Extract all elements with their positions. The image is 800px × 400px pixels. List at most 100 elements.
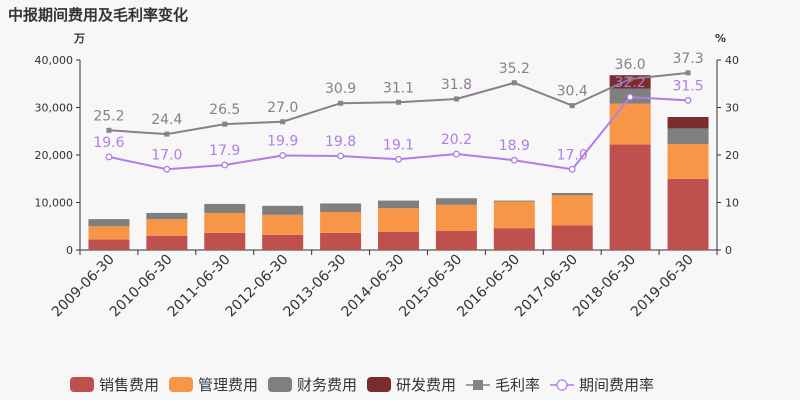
data-label-毛利率: 31.1 <box>383 80 414 96</box>
bar-销售费用 <box>551 225 593 250</box>
data-label-期间费用率: 20.2 <box>441 132 472 148</box>
bar-管理费用 <box>146 219 188 236</box>
bar-财务费用 <box>262 205 304 215</box>
right-tick-label: 40 <box>725 54 739 67</box>
point-期间费用率 <box>452 150 460 158</box>
legend-swatch <box>367 377 391 392</box>
legend-label: 毛利率 <box>495 376 540 394</box>
legend: 销售费用 管理费用 财务费用 研发费用 毛利率 期间费用率 <box>70 376 654 394</box>
left-tick-label: 0 <box>66 244 73 257</box>
right-tick-label: 0 <box>725 244 732 257</box>
data-label-毛利率: 36.0 <box>615 57 646 73</box>
data-label-毛利率: 30.4 <box>557 84 588 100</box>
data-label-毛利率: 24.4 <box>151 112 182 128</box>
bar-管理费用 <box>378 208 419 232</box>
point-期间费用率 <box>337 152 345 160</box>
point-毛利率 <box>280 119 286 125</box>
legend-marker <box>556 379 568 391</box>
data-label-期间费用率: 19.6 <box>93 135 124 151</box>
bar-财务费用 <box>320 203 362 212</box>
data-label-期间费用率: 19.9 <box>267 133 298 149</box>
legend-swatch <box>268 377 292 392</box>
bar-财务费用 <box>493 200 535 202</box>
bar-管理费用 <box>435 204 477 231</box>
left-tick-label: 20,000 <box>35 149 74 162</box>
bar-管理费用 <box>88 226 130 240</box>
bar-财务费用 <box>88 219 130 227</box>
legend-swatch <box>169 377 193 392</box>
left-unit-label: 万 <box>73 32 85 45</box>
bar-财务费用 <box>551 193 593 196</box>
bar-管理费用 <box>493 201 535 229</box>
legend-label: 研发费用 <box>396 376 456 394</box>
point-毛利率 <box>511 80 517 86</box>
data-label-期间费用率: 17.0 <box>557 147 588 163</box>
right-unit-label: % <box>715 32 726 45</box>
bar-财务费用 <box>146 212 188 220</box>
bar-销售费用 <box>262 234 304 250</box>
point-毛利率 <box>106 127 112 133</box>
x-tick-label: 2019-06-30 <box>628 252 697 321</box>
bar-管理费用 <box>609 103 651 145</box>
bar-管理费用 <box>204 212 246 233</box>
point-毛利率 <box>396 99 401 105</box>
data-label-期间费用率: 19.8 <box>325 134 356 150</box>
point-毛利率 <box>164 131 170 137</box>
point-期间费用率 <box>626 93 634 101</box>
bar-管理费用 <box>262 214 304 235</box>
data-label-期间费用率: 32.2 <box>615 75 646 91</box>
data-label-期间费用率: 17.9 <box>209 143 240 159</box>
point-期间费用率 <box>163 165 171 173</box>
legend-marker <box>473 380 483 390</box>
bar-财务费用 <box>204 203 246 213</box>
data-label-毛利率: 31.8 <box>441 77 472 93</box>
bar-财务费用 <box>667 128 709 145</box>
bar-财务费用 <box>435 198 477 205</box>
legend-label: 财务费用 <box>297 376 357 394</box>
point-期间费用率 <box>279 152 287 159</box>
legend-swatch <box>70 377 94 392</box>
data-label-毛利率: 27.0 <box>267 100 298 116</box>
point-期间费用率 <box>395 155 402 163</box>
right-tick-label: 30 <box>725 102 739 115</box>
data-label-毛利率: 35.2 <box>499 61 530 77</box>
bar-销售费用 <box>378 231 419 250</box>
bar-销售费用 <box>493 228 535 250</box>
point-期间费用率 <box>510 156 518 164</box>
point-毛利率 <box>627 76 633 82</box>
bar-研发费用 <box>667 117 709 129</box>
point-毛利率 <box>338 100 344 106</box>
data-label-毛利率: 37.3 <box>672 51 703 67</box>
bar-销售费用 <box>667 178 709 250</box>
left-tick-label: 30,000 <box>35 102 74 115</box>
bar-管理费用 <box>667 144 709 179</box>
bar-销售费用 <box>435 231 477 250</box>
bar-管理费用 <box>551 195 593 226</box>
right-tick-label: 20 <box>725 149 739 162</box>
data-label-期间费用率: 19.1 <box>383 137 414 153</box>
data-label-期间费用率: 18.9 <box>499 138 530 154</box>
bar-销售费用 <box>320 232 362 250</box>
point-期间费用率 <box>684 96 692 104</box>
bar-销售费用 <box>204 232 246 250</box>
bar-管理费用 <box>320 212 362 233</box>
data-label-期间费用率: 31.5 <box>672 78 703 94</box>
point-毛利率 <box>685 70 691 76</box>
point-毛利率 <box>569 103 575 109</box>
bar-销售费用 <box>88 239 130 250</box>
point-期间费用率 <box>105 153 113 161</box>
left-tick-label: 10,000 <box>35 197 74 210</box>
lines <box>105 70 692 173</box>
data-label-毛利率: 30.9 <box>325 81 356 97</box>
point-毛利率 <box>222 121 228 127</box>
right-tick-label: 10 <box>725 197 739 210</box>
legend-label: 期间费用率 <box>579 376 654 394</box>
data-label-期间费用率: 17.0 <box>151 147 182 163</box>
bar-财务费用 <box>378 200 419 209</box>
data-labels: 25.2 24.4 26.5 27.0 30.9 31.1 31.8 35.2 30.4 36.0… <box>93 51 703 163</box>
point-期间费用率 <box>221 161 229 169</box>
legend-label: 销售费用 <box>99 376 159 394</box>
bar-销售费用 <box>146 235 188 250</box>
